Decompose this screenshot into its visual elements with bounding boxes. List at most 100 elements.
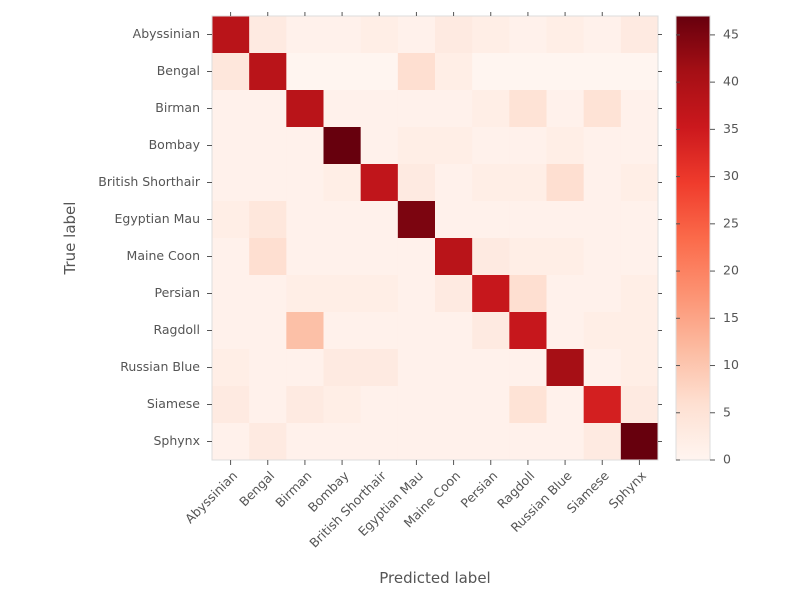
heatmap-cell-sphynx-bombay (323, 423, 362, 461)
heatmap-cell-birman-british-shorthair (360, 90, 399, 128)
heatmap-cell-ragdoll-egyptian-mau (397, 312, 436, 350)
heatmap-cell-egyptian-mau-maine-coon (435, 201, 473, 239)
heatmap-cell-birman-egyptian-mau (397, 90, 436, 128)
heatmap-cell-bengal-sphynx (620, 53, 659, 91)
heatmap-cell-maine-coon-bombay (323, 238, 362, 276)
heatmap-cell-egyptian-mau-siamese (583, 201, 622, 239)
heatmap-cell-egyptian-mau-british-shorthair (360, 201, 399, 239)
heatmap-cell-ragdoll-maine-coon (435, 312, 473, 350)
heatmap-cell-bengal-persian (472, 53, 510, 91)
heatmap-cell-sphynx-sphynx (620, 423, 659, 461)
heatmap-cell-sphynx-bengal (249, 423, 287, 461)
heatmap-cell-british-shorthair-bombay (323, 164, 362, 202)
heatmap-cell-abyssinian-sphynx (620, 16, 659, 54)
heatmap-cell-persian-bengal (249, 275, 287, 313)
heatmap-cell-siamese-bombay (323, 386, 362, 424)
heatmap-cell-abyssinian-birman (286, 16, 324, 54)
y-tick-label-ragdoll: Ragdoll (153, 322, 200, 337)
heatmap-cell-british-shorthair-maine-coon (435, 164, 473, 202)
heatmap-cell-ragdoll-ragdoll (509, 312, 547, 350)
heatmap-cell-abyssinian-bengal (249, 16, 287, 54)
heatmap-cell-maine-coon-maine-coon (435, 238, 473, 276)
heatmap-cell-sphynx-egyptian-mau (397, 423, 436, 461)
heatmap-cell-russian-blue-abyssinian (212, 349, 250, 387)
y-tick-label-abyssinian: Abyssinian (133, 26, 200, 41)
heatmap-cell-abyssinian-siamese (583, 16, 622, 54)
colorbar-tick-label: 45 (723, 26, 739, 41)
y-axis: Abyssinian Bengal Birman Bombay British Shor… (98, 26, 662, 448)
heatmap-cell-abyssinian-ragdoll (509, 16, 547, 54)
heatmap-cell-bengal-siamese (583, 53, 622, 91)
y-tick-label-bombay: Bombay (149, 137, 201, 152)
heatmap-cell-birman-maine-coon (435, 90, 473, 128)
y-tick-label-bengal: Bengal (157, 63, 200, 78)
heatmap-cell-russian-blue-sphynx (620, 349, 659, 387)
heatmap-cell-siamese-maine-coon (435, 386, 473, 424)
heatmap-cell-siamese-persian (472, 386, 510, 424)
heatmap-cell-persian-sphynx (620, 275, 659, 313)
heatmap-cell-bengal-bombay (323, 53, 362, 91)
heatmap-cell-british-shorthair-egyptian-mau (397, 164, 436, 202)
heatmap-cell-bengal-bengal (249, 53, 287, 91)
heatmap-cell-siamese-sphynx (620, 386, 659, 424)
y-axis-label: True label (61, 202, 79, 276)
heatmap-cell-egyptian-mau-bombay (323, 201, 362, 239)
heatmap-cell-british-shorthair-abyssinian (212, 164, 250, 202)
heatmap-cell-persian-abyssinian (212, 275, 250, 313)
heatmap-cell-abyssinian-egyptian-mau (397, 16, 436, 54)
colorbar-tick-label: 25 (723, 215, 739, 230)
heatmap-cell-british-shorthair-persian (472, 164, 510, 202)
x-tick-label-persian: Persian (458, 468, 501, 511)
heatmap-cell-siamese-bengal (249, 386, 287, 424)
heatmap-cell-bombay-abyssinian (212, 127, 250, 165)
y-tick-label-british-shorthair: British Shorthair (98, 174, 201, 189)
heatmap-cells (212, 16, 659, 461)
heatmap-cell-persian-bombay (323, 275, 362, 313)
heatmap-cell-persian-maine-coon (435, 275, 473, 313)
heatmap-cell-maine-coon-british-shorthair (360, 238, 399, 276)
heatmap-cell-birman-bombay (323, 90, 362, 128)
heatmap-cell-abyssinian-bombay (323, 16, 362, 54)
heatmap-cell-birman-bengal (249, 90, 287, 128)
colorbar-tick-label: 10 (723, 357, 739, 372)
heatmap-cell-siamese-siamese (583, 386, 622, 424)
heatmap-cell-sphynx-ragdoll (509, 423, 547, 461)
heatmap-cell-bombay-ragdoll (509, 127, 547, 165)
heatmap-cell-russian-blue-siamese (583, 349, 622, 387)
heatmap-cell-russian-blue-british-shorthair (360, 349, 399, 387)
colorbar (676, 16, 710, 460)
colorbar-tick-label: 20 (723, 263, 739, 278)
colorbar-tick-label: 30 (723, 168, 739, 183)
heatmap-cell-russian-blue-persian (472, 349, 510, 387)
heatmap-cell-british-shorthair-sphynx (620, 164, 659, 202)
heatmap-cell-british-shorthair-birman (286, 164, 324, 202)
heatmap-cell-birman-abyssinian (212, 90, 250, 128)
heatmap-cell-russian-blue-bengal (249, 349, 287, 387)
colorbar-tick-label: 40 (723, 74, 739, 89)
heatmap-cell-bengal-ragdoll (509, 53, 547, 91)
colorbar-tick-label: 0 (723, 452, 731, 467)
heatmap-cell-ragdoll-sphynx (620, 312, 659, 350)
heatmap-cell-persian-british-shorthair (360, 275, 399, 313)
colorbar-tick-label: 35 (723, 121, 739, 136)
heatmap-cell-abyssinian-abyssinian (212, 16, 250, 54)
heatmap-cell-russian-blue-egyptian-mau (397, 349, 436, 387)
heatmap-cell-sphynx-maine-coon (435, 423, 473, 461)
heatmap-cell-bengal-russian-blue (546, 53, 585, 91)
heatmap-cell-british-shorthair-russian-blue (546, 164, 585, 202)
heatmap-cell-bengal-egyptian-mau (397, 53, 436, 91)
heatmap-cell-sphynx-birman (286, 423, 324, 461)
heatmap-cell-bombay-bengal (249, 127, 287, 165)
heatmap-cell-persian-persian (472, 275, 510, 313)
heatmap-cell-abyssinian-british-shorthair (360, 16, 399, 54)
heatmap-cell-egyptian-mau-birman (286, 201, 324, 239)
heatmap-cell-maine-coon-siamese (583, 238, 622, 276)
heatmap-cell-egyptian-mau-egyptian-mau (397, 201, 436, 239)
heatmap-cell-abyssinian-maine-coon (435, 16, 473, 54)
heatmap-cell-ragdoll-abyssinian (212, 312, 250, 350)
y-tick-label-birman: Birman (155, 100, 200, 115)
heatmap-cell-ragdoll-bombay (323, 312, 362, 350)
y-tick-label-persian: Persian (155, 285, 201, 300)
heatmap-cell-bengal-birman (286, 53, 324, 91)
heatmap-cell-bombay-siamese (583, 127, 622, 165)
